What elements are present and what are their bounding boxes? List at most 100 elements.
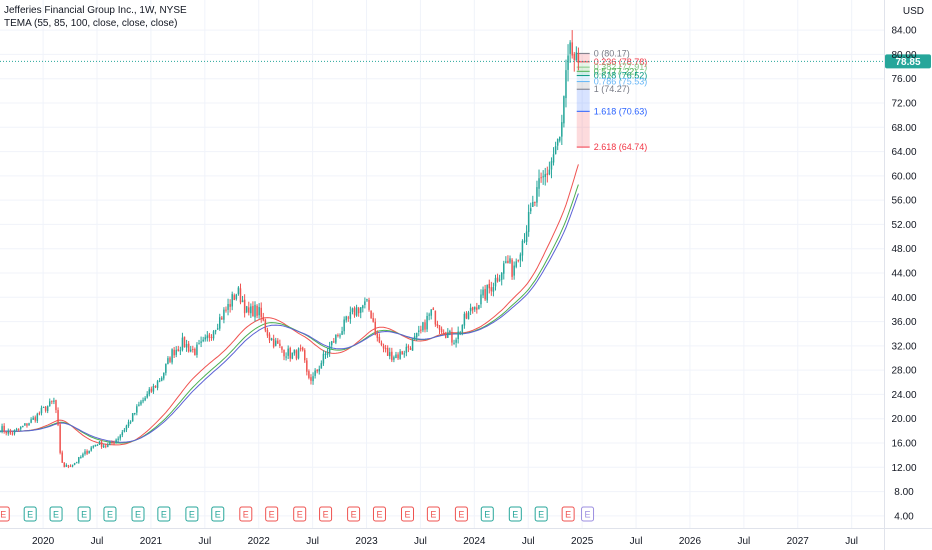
candle-body [75,462,78,464]
candle-body [192,349,194,351]
candle-body [237,287,240,295]
candle-body [90,447,92,451]
candle-body [341,331,343,335]
candle-body [444,335,447,338]
earnings-marker [157,506,171,522]
fib-level-label: 0.236 (78.78) [594,57,648,67]
earnings-marker-label: E [215,510,221,520]
candle-body [397,354,399,359]
price-axis[interactable]: 4.00 8.00 12.00 16.00 20.00 24.00 28.00 32.00 36… [884,0,917,550]
candle-body [301,347,304,351]
symbol-title[interactable]: Jefferies Financial Group Inc., 1W, NYSE [4,5,187,16]
x-tick-label: 2023 [355,536,378,547]
earnings-marker [454,506,468,522]
candle-body [152,385,155,392]
candle-body [233,295,236,300]
candle-body [552,154,555,163]
candle-body [442,332,445,335]
candle-body [40,407,43,414]
candle-body [125,425,128,430]
candle-body [175,349,177,355]
candle-body [525,231,528,242]
indicator-title[interactable]: TEMA (55, 85, 100, close, close, close) [4,18,178,29]
candle-body [498,279,501,281]
candle-body [198,343,200,345]
fib-retracement[interactable]: 0 (80.17)0.236 (78.78)0.382 (77.91)0.5 (… [576,48,648,152]
candle-body [138,404,140,406]
time-axis[interactable]: 2020 Jul 2021 Jul 2022 Jul 2023 Jul 2024 Jul 2025 J… [0,528,932,548]
candle-body [335,334,337,343]
candle-body [306,360,308,372]
candle-body [376,333,379,338]
candle-body [316,369,318,372]
fib-band [576,61,590,68]
candle-body [289,347,291,359]
candle-body [223,309,225,320]
candle-body [548,169,551,175]
earnings-marker [319,506,333,522]
candle-body [380,342,383,345]
candle-body [204,337,206,340]
candle-body [44,406,47,411]
x-tick-label: Jul [306,536,319,547]
candle-body [113,442,115,444]
earnings-marker [508,506,522,522]
earnings-marker [534,506,548,522]
candle-body [559,136,561,141]
candle-body [268,334,271,341]
candle-body [185,344,188,348]
candle-body [165,363,167,373]
earnings-marker-label: E [53,510,59,520]
candle-body [347,317,350,319]
x-tick-label: Jul [414,536,427,547]
y-tick-label: 16.00 [891,439,916,450]
currency-label[interactable]: USD [902,6,924,17]
candle-body [210,336,213,338]
candle-body [505,261,507,263]
earnings-marker-label: E [585,510,591,520]
candle-body [200,341,202,343]
candle-body [100,441,103,447]
candle-body [476,307,478,310]
candle-body [459,332,461,334]
earnings-marker-label: E [297,510,303,520]
candle-body [214,330,217,332]
y-tick-label: 32.00 [891,341,916,352]
earnings-marker-label: E [81,510,87,520]
candle-body [0,431,1,433]
candle-body [299,348,302,350]
candle-body [538,178,540,189]
y-tick-label: 24.00 [891,390,916,401]
candle-body [73,463,76,465]
candle-body [519,254,522,261]
earnings-marker [211,506,225,522]
y-tick-label: 52.00 [891,220,916,231]
candle-body [353,307,356,316]
candle-body [395,354,397,359]
earnings-marker-label: E [484,510,490,520]
candle-body [415,332,418,338]
earnings-marker-label: E [243,510,249,520]
earnings-marker-label: E [512,510,518,520]
candle-body [440,328,443,333]
earnings-marker [49,506,63,522]
candle-body [63,462,66,468]
y-tick-label: 36.00 [891,317,916,328]
candle-body [221,317,223,320]
candle-body [256,305,258,316]
candle-body [262,316,265,321]
candle-body [202,339,204,342]
candle-body [187,343,190,352]
candle-body [542,176,544,178]
last-price-tag [885,54,931,69]
candle-body [24,423,26,426]
earnings-marker-label: E [323,510,329,520]
candle-body [571,42,573,56]
candle-body [496,277,499,282]
candle-body [119,435,121,439]
candle-body [517,260,520,262]
candle-body [424,322,426,330]
candle-body [297,348,300,359]
